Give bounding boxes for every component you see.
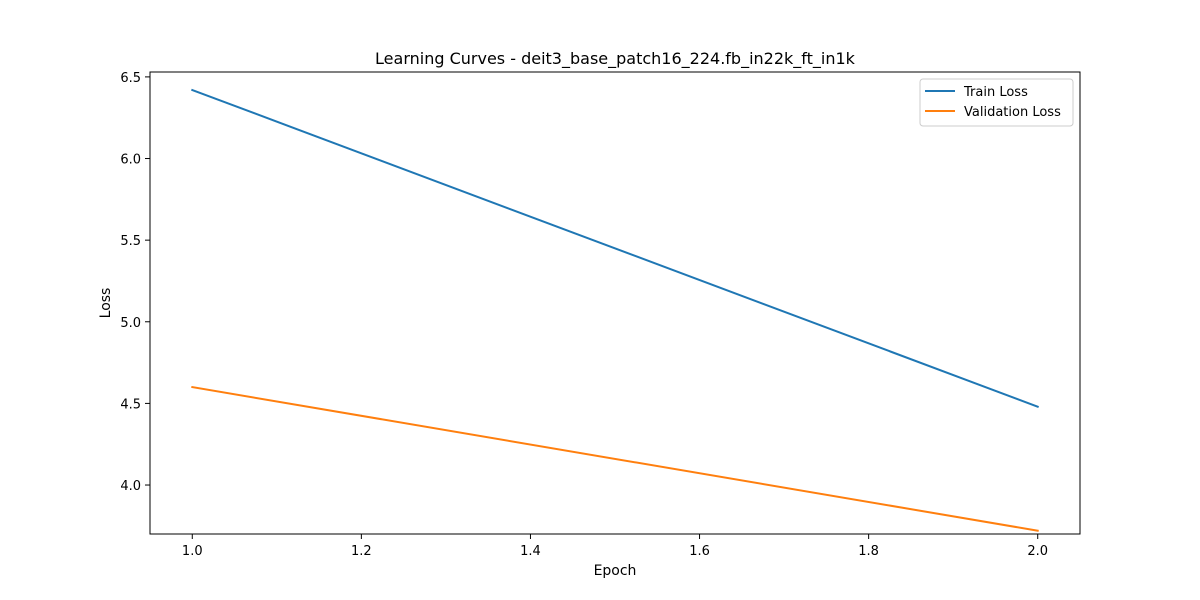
legend-box	[919, 78, 1074, 127]
y-tick-label: 6.5	[120, 71, 141, 86]
x-tick-label: 1.8	[858, 544, 879, 559]
plot-area	[191, 88, 1039, 532]
legend: Train Loss Validation Loss	[919, 78, 1074, 127]
series-line-validation-loss	[191, 385, 1039, 532]
chart-title: Learning Curves - deit3_base_patch16_224…	[375, 49, 856, 69]
legend-label: Validation Loss	[964, 105, 1061, 120]
series-line-train-loss	[191, 88, 1039, 408]
x-tick-label: 1.4	[520, 544, 541, 559]
y-tick-label: 4.5	[120, 397, 141, 412]
x-tick-label: 2.0	[1027, 544, 1048, 559]
legend-label: Train Loss	[963, 85, 1028, 100]
x-tick-label: 1.6	[689, 544, 710, 559]
plot-frame	[149, 71, 1081, 535]
y-axis-ticks: 4.0 4.5 5.0 5.5 6.0 6.5	[120, 71, 150, 494]
y-tick-label: 5.5	[120, 234, 141, 249]
y-tick-label: 6.0	[120, 153, 141, 168]
y-axis-label: Loss	[98, 288, 114, 319]
y-tick-label: 4.0	[120, 479, 141, 494]
x-axis-label: Epoch	[594, 563, 637, 579]
x-axis-ticks: 1.0 1.2 1.4 1.6 1.8 2.0	[182, 534, 1048, 559]
x-tick-label: 1.0	[182, 544, 203, 559]
y-tick-label: 5.0	[120, 316, 141, 331]
x-tick-label: 1.2	[351, 544, 372, 559]
